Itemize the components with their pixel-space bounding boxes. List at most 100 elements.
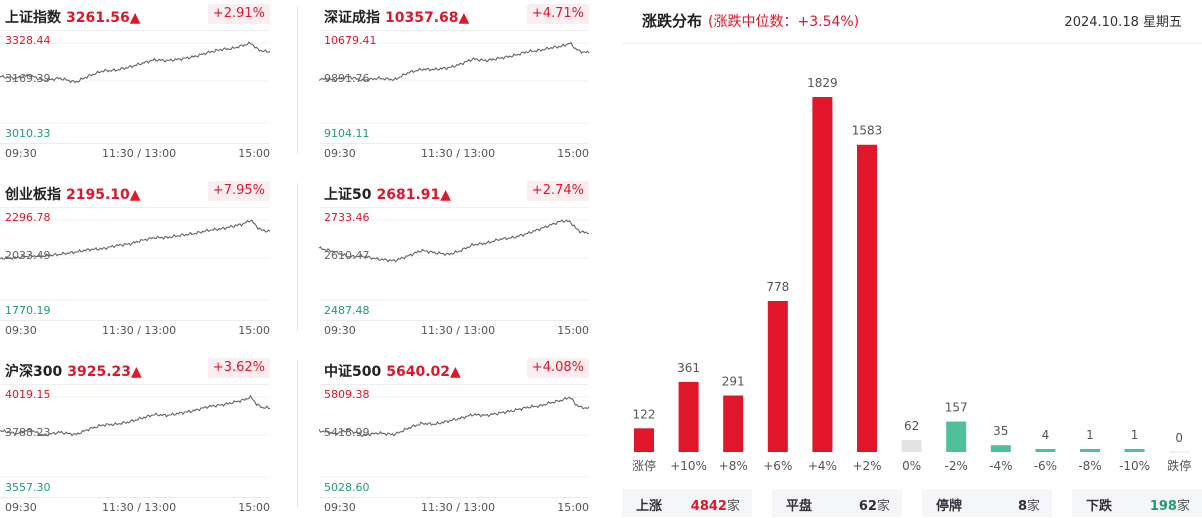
index-high-label: 10679.41 <box>324 34 377 47</box>
summary-value: 62家 <box>858 499 890 514</box>
index-sparkline: 3328.44 3169.39 3010.33 <box>0 30 270 144</box>
index-change-badge: +7.95% <box>207 181 270 201</box>
time-start: 09:30 <box>324 324 356 337</box>
time-end: 15:00 <box>238 324 270 337</box>
index-header: 上证指数 3261.56▲ +2.91% <box>0 0 270 30</box>
time-mid: 11:30 / 13:00 <box>102 501 177 514</box>
index-value: 3925.23▲ <box>67 364 142 380</box>
price-line <box>319 396 589 437</box>
column-divider <box>297 183 298 331</box>
summary-flat: 平盘 62家 <box>772 489 902 517</box>
dist-value-label: 1583 <box>852 124 883 138</box>
dist-bar <box>857 144 877 452</box>
dist-value-label: 122 <box>633 407 656 421</box>
index-header: 深证成指 10357.68▲ +4.71% <box>319 0 589 30</box>
dist-bar <box>1035 449 1056 452</box>
time-start: 09:30 <box>5 324 37 337</box>
dist-value-label: 1829 <box>807 76 838 90</box>
header-divider <box>622 43 1202 44</box>
dist-value-label: 361 <box>677 361 700 375</box>
index-change-badge: +2.91% <box>207 4 270 24</box>
index-low-label: 3010.33 <box>5 127 51 140</box>
summary-down: 下跌 198家 <box>1072 489 1202 517</box>
index-panel-sz[interactable]: 深证成指 10357.68▲ +4.71% 10679.41 9891.76 91… <box>319 0 589 168</box>
index-mid-label: 9891.76 <box>324 72 370 85</box>
dist-value-label: 1 <box>1086 428 1094 442</box>
time-start: 09:30 <box>324 501 356 514</box>
price-line <box>319 219 589 263</box>
dist-category-label: -4% <box>989 459 1012 473</box>
dist-bar <box>1080 449 1100 452</box>
index-value: 2681.91▲ <box>376 187 452 203</box>
dist-bar <box>946 421 967 452</box>
dist-bar <box>767 300 788 452</box>
price-line <box>0 219 270 261</box>
time-end: 15:00 <box>557 501 589 514</box>
dist-value-label: 62 <box>904 419 919 433</box>
index-header: 中证500 5640.02▲ +4.08% <box>319 354 589 384</box>
time-end: 15:00 <box>557 324 589 337</box>
index-value: 5640.02▲ <box>386 364 461 380</box>
index-panel-sh[interactable]: 上证指数 3261.56▲ +2.91% 3328.44 3169.39 3010… <box>0 0 270 168</box>
index-sparkline: 2733.46 2610.47 2487.48 <box>319 207 589 321</box>
dist-category-label: +10% <box>670 459 707 473</box>
index-header: 沪深300 3925.23▲ +3.62% <box>0 354 270 384</box>
index-mid-label: 2610.47 <box>324 249 370 262</box>
dist-category-label: +4% <box>808 459 837 473</box>
trade-date: 2024.10.18 星期五 <box>1064 15 1182 30</box>
index-panel-cyb[interactable]: 创业板指 2195.10▲ +7.95% 2296.78 2033.49 1770… <box>0 177 270 345</box>
index-low-label: 3557.30 <box>5 481 51 494</box>
index-panel-hs300[interactable]: 沪深300 3925.23▲ +3.62% 4019.15 3788.23 355… <box>0 354 270 518</box>
price-line <box>0 41 270 84</box>
index-change-badge: +2.74% <box>526 181 589 201</box>
median-change: (涨跌中位数：+3.54%) <box>708 14 860 30</box>
time-mid: 11:30 / 13:00 <box>421 324 496 337</box>
dist-bar <box>812 97 833 452</box>
summary-value: 4842家 <box>690 499 740 514</box>
dist-category-label: +6% <box>763 459 792 473</box>
index-high-label: 2733.46 <box>324 211 370 224</box>
dist-bar <box>634 428 654 452</box>
dist-bar <box>901 439 922 452</box>
dist-value-label: 0 <box>1175 431 1183 445</box>
dist-category-label: -10% <box>1119 459 1150 473</box>
index-panel-zz500[interactable]: 中证500 5640.02▲ +4.08% 5809.38 5418.99 502… <box>319 354 589 518</box>
index-mid-label: 3169.39 <box>5 72 51 85</box>
dist-bar <box>678 381 699 452</box>
time-start: 09:30 <box>5 147 37 160</box>
index-low-label: 2487.48 <box>324 304 370 317</box>
index-name: 上证50 2681.91▲ <box>324 187 452 203</box>
index-value: 10357.68▲ <box>385 10 470 26</box>
index-sparkline: 10679.41 9891.76 9104.11 <box>319 30 589 144</box>
index-change-badge: +4.08% <box>526 358 589 378</box>
index-low-label: 1770.19 <box>5 304 51 317</box>
time-start: 09:30 <box>5 501 37 514</box>
index-change-badge: +3.62% <box>207 358 270 378</box>
index-name: 创业板指 2195.10▲ <box>5 187 141 203</box>
time-mid: 11:30 / 13:00 <box>102 147 177 160</box>
dist-value-label: 4 <box>1042 428 1050 442</box>
index-value: 2195.10▲ <box>66 187 141 203</box>
time-start: 09:30 <box>324 147 356 160</box>
summary-value: 198家 <box>1149 499 1190 514</box>
index-high-label: 2296.78 <box>5 211 51 224</box>
index-mid-label: 5418.99 <box>324 426 370 439</box>
time-end: 15:00 <box>238 501 270 514</box>
dist-category-label: 跌停 <box>1167 458 1191 473</box>
index-high-label: 3328.44 <box>5 34 51 47</box>
index-sparkline: 5809.38 5418.99 5028.60 <box>319 384 589 498</box>
index-panel-sz50[interactable]: 上证50 2681.91▲ +2.74% 2733.46 2610.47 2487… <box>319 177 589 345</box>
index-header: 创业板指 2195.10▲ +7.95% <box>0 177 270 207</box>
summary-up: 上涨 4842家 <box>622 489 752 517</box>
dist-category-label: -8% <box>1078 459 1101 473</box>
index-high-label: 4019.15 <box>5 388 51 401</box>
index-sparkline: 2296.78 2033.49 1770.19 <box>0 207 270 321</box>
distribution-chart: 122 涨停 361 +10% 291 +8% 778 +6% 1829 +4% 1583 +2% 62… <box>632 76 1191 473</box>
dist-value-label: 291 <box>722 375 745 389</box>
index-sparkline: 4019.15 3788.23 3557.30 <box>0 384 270 498</box>
index-low-label: 9104.11 <box>324 127 370 140</box>
dist-value-label: 35 <box>993 424 1008 438</box>
summary-label: 停牌 <box>936 499 963 514</box>
index-name: 上证指数 3261.56▲ <box>5 10 141 26</box>
dist-value-label: 157 <box>945 401 968 415</box>
